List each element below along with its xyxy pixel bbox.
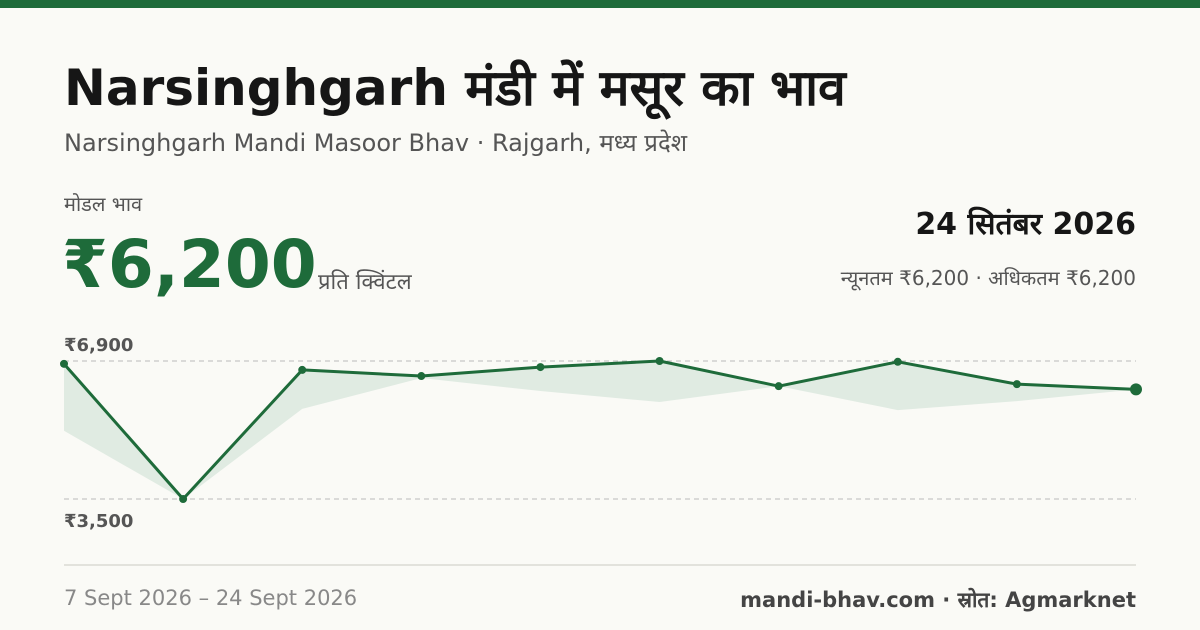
price-date: 24 सितंबर 2026 <box>915 207 1136 242</box>
range-band <box>64 361 1136 499</box>
source: mandi-bhav.com · स्रोत: Agmarknet <box>740 588 1136 612</box>
point <box>179 495 188 503</box>
point <box>1012 380 1021 389</box>
top-bar <box>0 0 1200 8</box>
point <box>536 363 545 372</box>
y-tick-label: ₹6,900 <box>64 335 133 356</box>
point <box>298 365 307 374</box>
point <box>1130 383 1142 396</box>
point <box>893 357 902 366</box>
point <box>774 382 783 391</box>
date-range: 7 Sept 2026 – 24 Sept 2026 <box>64 586 358 610</box>
price-label: मोडल भाव <box>64 192 143 216</box>
point <box>417 372 426 381</box>
line <box>62 359 1137 501</box>
price-range: न्यूनतम ₹6,200 · अधिकतम ₹6,200 <box>840 266 1136 290</box>
price-value: ₹6,200 <box>62 226 317 303</box>
price-unit: प्रति क्विंटल <box>318 270 412 295</box>
y-tick-label: ₹3,500 <box>64 511 133 532</box>
point <box>60 359 68 368</box>
subtitle: Narsinghgarh Mandi Masoor Bhav · Rajgarh… <box>64 129 688 157</box>
title: Narsinghgarh मंडी में मसूर का भाव <box>64 59 846 117</box>
point <box>655 357 664 365</box>
